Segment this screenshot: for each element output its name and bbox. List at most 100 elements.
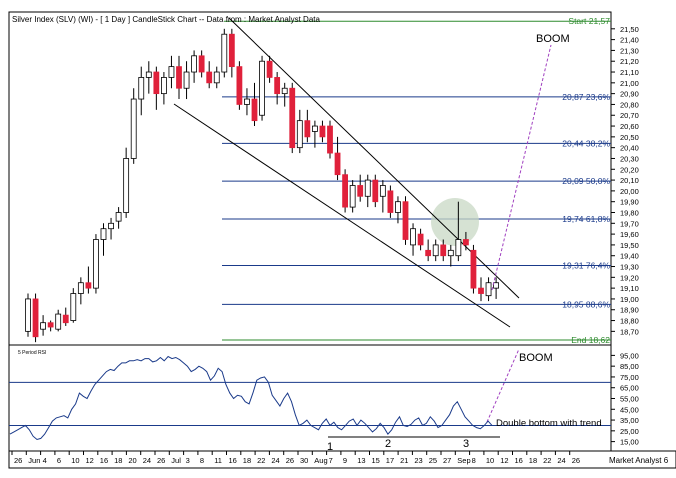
candle-down: [176, 66, 182, 89]
candle-down: [440, 244, 447, 257]
date-tick-label: 25: [429, 456, 437, 465]
date-tick-label: 4: [43, 456, 47, 465]
candle-up: [77, 282, 84, 294]
candle-up: [493, 282, 500, 289]
date-tick-label: 10: [486, 456, 494, 465]
price-tick-label: 21,20: [620, 57, 639, 66]
date-tick-label: 24: [271, 456, 279, 465]
candle-down: [266, 60, 273, 78]
boom-label-top: BOOM: [536, 33, 570, 45]
candle-up: [70, 293, 77, 321]
candle-up: [145, 71, 152, 78]
fib-level-label: 19,31 76,4%: [562, 260, 610, 270]
candle-down: [417, 233, 424, 246]
date-tick-label: 3: [186, 456, 190, 465]
highlight-circle: [431, 198, 479, 246]
candle-down: [372, 179, 379, 203]
date-tick-label: 30: [300, 456, 308, 465]
candle-down: [402, 201, 409, 240]
double-bottom-label: Double bottom with trend: [496, 418, 602, 429]
date-tick-label: 8: [472, 456, 476, 465]
price-tick-label: 21,30: [620, 46, 639, 55]
price-tick-label: 19,00: [620, 295, 639, 304]
candle-up: [213, 71, 220, 84]
candle-down: [228, 33, 235, 68]
candle-down: [206, 71, 213, 84]
date-tick-label: 23: [414, 456, 422, 465]
candle-down: [85, 282, 92, 289]
candle-up: [447, 249, 454, 257]
price-tick-label: 19,70: [620, 219, 639, 228]
date-tick-label: 15: [372, 456, 380, 465]
rsi-tick-label: 45,00: [620, 405, 639, 414]
price-tick-label: 20,00: [620, 187, 639, 196]
date-tick-label: 8: [200, 456, 204, 465]
candle-up: [183, 71, 190, 89]
price-tick-label: 20,80: [620, 100, 639, 109]
watermark-label: Market Analyst 6: [609, 456, 669, 465]
fib-level-label: 20,44 38,2%: [562, 138, 610, 148]
candle-up: [296, 120, 303, 149]
candle-up: [160, 77, 167, 95]
date-axis: 26 Jun 4 6 10 12 16 18 20 24 26 Jul 3 8 11 16 18 22 24 26 30…: [11, 451, 580, 465]
date-tick-label: 26: [157, 456, 165, 465]
date-tick-label: 26: [572, 456, 580, 465]
date-tick-label: 16: [100, 456, 108, 465]
price-tick-label: 20,10: [620, 176, 639, 185]
candle-down: [251, 98, 258, 122]
candle-down: [478, 287, 484, 294]
date-tick-label: 24: [143, 456, 151, 465]
candle-down: [327, 125, 333, 154]
fib-level-label: 19,74 61,8%: [562, 214, 610, 224]
boom-label-bottom: BOOM: [519, 352, 553, 364]
price-tick-label: 19,80: [620, 208, 639, 217]
date-tick-label: 18: [114, 456, 122, 465]
candle-down: [62, 314, 69, 324]
price-panel-frame: [8, 11, 612, 346]
candle-down: [425, 249, 432, 257]
candle-down: [274, 77, 281, 95]
date-tick-label: 16: [229, 456, 237, 465]
date-tick-label: 20: [128, 456, 136, 465]
date-tick-label: 6: [57, 456, 61, 465]
candle-up: [281, 87, 288, 95]
candles: [25, 28, 500, 343]
candle-up: [138, 77, 145, 100]
candle-down: [387, 190, 394, 213]
rsi-tick-label: 35,00: [620, 416, 639, 425]
candle-up: [244, 98, 250, 105]
price-tick-label: 20,90: [620, 90, 639, 99]
date-tick-label: Jun: [28, 456, 40, 465]
rsi-tick-label: 65,00: [620, 384, 639, 393]
candle-up: [455, 239, 462, 257]
boom-projection-price: [491, 44, 552, 291]
date-tick-label: 11: [214, 456, 222, 465]
candle-up: [100, 228, 107, 240]
channel-lower-line: [173, 103, 511, 328]
price-tick-label: 21,40: [620, 36, 639, 45]
date-axis-frame: [8, 450, 676, 469]
rsi-tick-label: 85,00: [620, 362, 639, 371]
price-tick-label: 20,70: [620, 111, 639, 120]
date-tick-label: 24: [557, 456, 565, 465]
candle-up: [108, 222, 114, 230]
price-tick-label: 19,20: [620, 273, 639, 282]
candle-up: [40, 322, 46, 330]
candle-up: [379, 185, 386, 197]
fib-level-label: End 18,62: [571, 335, 610, 345]
boom-projection-rsi: [486, 348, 520, 423]
rsi-series-line: [9, 355, 493, 441]
price-tick-label: 20,30: [620, 154, 639, 163]
date-tick-label: 13: [357, 456, 365, 465]
candle-up: [364, 179, 371, 197]
bottom-marker-1: 1: [327, 441, 333, 453]
price-tick-label: 20,60: [620, 122, 639, 131]
price-tick-label: 19,90: [620, 198, 639, 207]
date-tick-label: Sep: [457, 456, 470, 465]
date-tick-label: 22: [543, 456, 551, 465]
candle-up: [115, 212, 122, 222]
candle-up: [93, 239, 99, 289]
